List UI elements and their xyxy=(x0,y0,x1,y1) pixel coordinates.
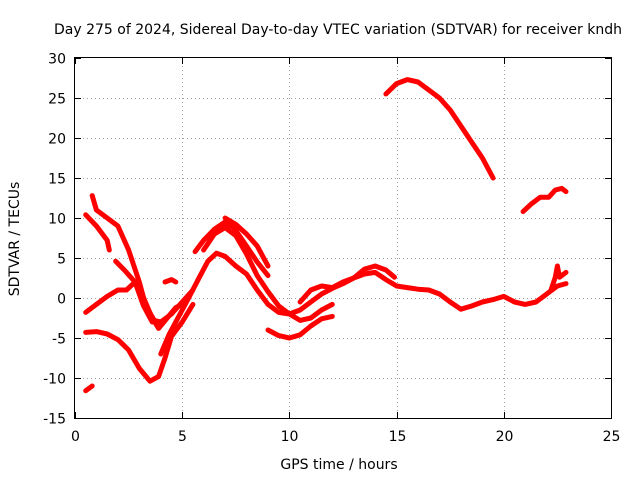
y-tick-label: -5 xyxy=(52,332,66,348)
y-tick-label: -15 xyxy=(43,412,66,428)
series-arc-k xyxy=(222,215,271,269)
plot-frame xyxy=(74,57,612,419)
y-tick-label: 20 xyxy=(48,132,66,148)
y-tick-label: 30 xyxy=(48,52,66,68)
y-tick-label: 15 xyxy=(48,172,66,188)
y-tick-label: 0 xyxy=(57,292,66,308)
tick-labels: 0 5 10 15 20 25 -15 -10 -5 0 5 10 15 20 25 30 xyxy=(43,52,620,446)
y-tick-label: -10 xyxy=(43,372,66,388)
series-arc-l xyxy=(265,313,335,341)
series-arc-o xyxy=(520,185,569,215)
x-tick-label: 0 xyxy=(71,429,80,445)
series-arc-b xyxy=(83,212,112,253)
series-arc-j xyxy=(201,225,335,323)
x-tick-label: 5 xyxy=(178,429,187,445)
x-tick-label: 10 xyxy=(281,429,299,445)
series-arc-e xyxy=(83,301,196,384)
chart-title: Day 275 of 2024, Sidereal Day-to-day VTE… xyxy=(54,22,622,38)
series-arc-p xyxy=(548,263,569,293)
y-tick-label: 5 xyxy=(57,252,66,268)
x-tick-label: 20 xyxy=(496,429,514,445)
y-tick-label: 10 xyxy=(48,212,66,228)
grid-lines xyxy=(75,58,611,418)
series-arc-n xyxy=(383,77,496,181)
y-tick-label: 25 xyxy=(48,92,66,108)
series-arc-f xyxy=(113,258,155,325)
data-series xyxy=(83,77,569,394)
series-arc-i xyxy=(192,219,271,279)
tick-marks xyxy=(75,58,612,419)
x-tick-label: 15 xyxy=(389,429,407,445)
series-arc-a xyxy=(83,383,95,394)
x-tick-label: 25 xyxy=(603,429,621,445)
series-arc-m xyxy=(297,263,397,305)
x-axis-label: GPS time / hours xyxy=(280,457,397,473)
y-axis-label: SDTVAR / TECUs xyxy=(7,182,23,297)
series-arc-h xyxy=(162,277,179,285)
